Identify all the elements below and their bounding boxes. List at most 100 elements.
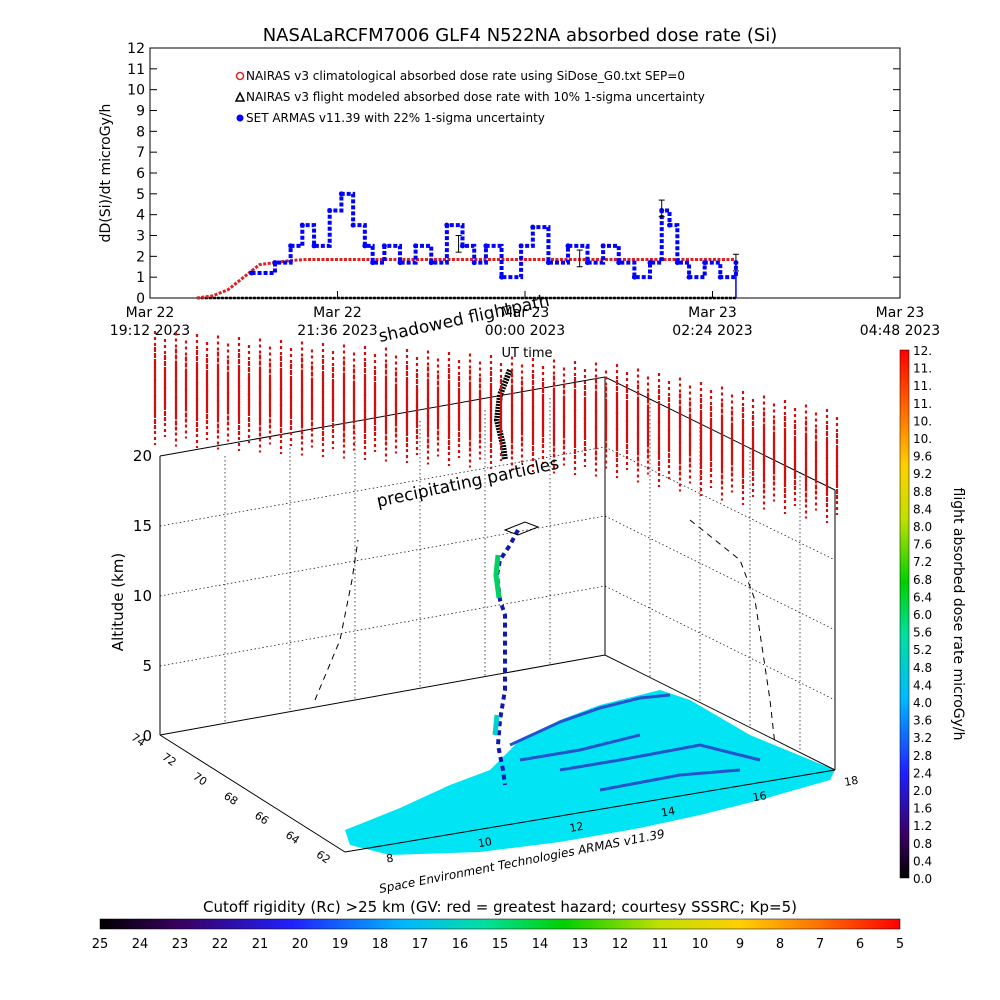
- armas-point: [717, 274, 723, 280]
- right-colorbar-tick-label: 2.0: [913, 784, 932, 798]
- shadowed-flightpath: [493, 368, 513, 461]
- flight-track-low: [492, 714, 500, 736]
- right-colorbar-label: flight absorbed dose rate microGy/h: [950, 488, 966, 741]
- armas-point: [299, 222, 305, 228]
- armas-point: [483, 243, 489, 249]
- longitude-tick-label: 18: [843, 774, 859, 789]
- map-coastline: [509, 693, 761, 792]
- altitude-tick-label: 20: [133, 447, 152, 465]
- right-colorbar-tick-label: 8.8: [913, 485, 932, 499]
- right-colorbar: 0.0 0.4 0.8 1.2 1.6 2.0 2.4 2.8 3.2 3.6 4.0 4.4 4.8 5…: [899, 344, 966, 886]
- armas-point: [631, 274, 637, 280]
- bottom-colorbar-tick-label: 17: [412, 937, 429, 952]
- armas-point: [397, 260, 403, 266]
- top-y-tick-label: 5: [136, 187, 145, 203]
- bottom-colorbar-ticks: 25 24 23 22 21 20 19 18 17 16 15 14 13 12 11 10 9 8 7 6 5: [92, 937, 904, 952]
- right-colorbar-ticks: 0.0 0.4 0.8 1.2 1.6 2.0 2.4 2.8 3.2 3.6 4.0 4.4 4.8 5…: [913, 344, 932, 886]
- bottom-colorbar-tick-label: 25: [92, 937, 109, 952]
- right-colorbar-tick-label: 11.: [913, 379, 932, 393]
- flight-track: [494, 529, 520, 786]
- bottom-colorbar-tick-label: 11: [652, 937, 669, 952]
- altitude-tick-label: 5: [142, 657, 152, 675]
- top-x-axis-label: UT time: [502, 346, 553, 361]
- bottom-colorbar-tick-label: 6: [856, 937, 864, 952]
- armas-point: [362, 243, 368, 249]
- right-colorbar-tick-label: 10.: [913, 432, 932, 446]
- right-colorbar-tick-label: 4.8: [913, 661, 932, 675]
- latitude-tick-label: 72: [160, 750, 179, 769]
- armas-point: [565, 243, 571, 249]
- longitude-tick-label: 8: [385, 852, 394, 866]
- series-armas: [251, 191, 738, 280]
- armas-point: [272, 260, 278, 266]
- map-land: [345, 690, 835, 855]
- right-colorbar-tick-label: 2.4: [913, 766, 932, 780]
- bottom-colorbar-tick-label: 23: [172, 937, 189, 952]
- bottom-colorbar-tick-label: 7: [816, 937, 824, 952]
- series-climatological: [196, 257, 736, 300]
- top-y-tick-label: 10: [127, 83, 145, 99]
- top-y-tick-label: 11: [127, 62, 145, 78]
- top-y-tick-label: 6: [136, 166, 145, 182]
- right-colorbar-tick-label: 11.: [913, 362, 932, 376]
- right-colorbar-tick-label: 0.0: [913, 872, 932, 886]
- top-y-tick-label: 8: [136, 124, 145, 140]
- aircraft-marker: [503, 521, 540, 536]
- right-colorbar-tick-label: 4.4: [913, 678, 932, 692]
- longitude-tick-label: 12: [568, 820, 584, 835]
- bottom-colorbar-tick-label: 13: [572, 937, 589, 952]
- right-colorbar-tick-label: 3.6: [913, 714, 932, 728]
- legend-label: NAIRAS v3 climatological absorbed dose r…: [246, 69, 685, 83]
- bottom-colorbar-tick-label: 5: [896, 937, 904, 952]
- armas-point: [600, 243, 606, 249]
- bottom-colorbar-tick-label: 24: [132, 937, 149, 952]
- bottom-colorbar-label: Cutoff rigidity (Rc) >25 km (GV: red = g…: [203, 898, 797, 916]
- right-colorbar-tick-label: 10.: [913, 414, 932, 428]
- label-precipitating-particles: precipitating particles: [375, 454, 561, 512]
- bottom-colorbar-tick-label: 18: [372, 937, 389, 952]
- right-colorbar-tick-label: 6.0: [913, 608, 932, 622]
- latitude-tick-label: 66: [252, 809, 271, 828]
- armas-point: [530, 224, 536, 230]
- armas-point: [311, 243, 317, 249]
- armas-point: [702, 260, 708, 266]
- top-x-tick-date: Mar 23: [688, 305, 737, 321]
- top-x-tick-time: 02:24 2023: [672, 323, 752, 339]
- right-colorbar-tick-label: 5.2: [913, 643, 932, 657]
- top-x-tick-time: 21:36 2023: [297, 323, 377, 339]
- armas-point: [667, 222, 673, 228]
- top-x-tick-time: 00:00 2023: [485, 323, 565, 339]
- armas-point: [499, 274, 505, 280]
- right-colorbar-tick-label: 9.2: [913, 467, 932, 481]
- top-y-tick-label: 7: [136, 145, 145, 161]
- chart-title: NASALaRCFM7006 GLF4 N522NA absorbed dose…: [263, 25, 778, 46]
- top-y-axis-label: dD(Si)/dt microGy/h: [98, 104, 114, 243]
- armas-point: [428, 260, 434, 266]
- legend-marker-triangle: [234, 91, 246, 102]
- bottom-colorbar-tick-label: 12: [612, 937, 629, 952]
- armas-point: [471, 260, 477, 266]
- armas-point: [647, 260, 653, 266]
- bottom-colorbar-gradient: [99, 918, 901, 930]
- right-colorbar-tick-label: 1.6: [913, 802, 932, 816]
- top-x-tick-date: Mar 22: [126, 305, 175, 321]
- armas-point: [616, 260, 622, 266]
- altitude-tick-label: 15: [133, 517, 152, 535]
- right-colorbar-tick-label: 6.8: [913, 573, 932, 587]
- bottom-colorbar-tick-label: 20: [292, 937, 309, 952]
- armas-point: [585, 260, 590, 266]
- legend-label: NAIRAS v3 flight modeled absorbed dose r…: [246, 90, 705, 104]
- top-series-layer: [196, 191, 739, 300]
- right-colorbar-tick-label: 4.0: [913, 696, 932, 710]
- top-y-tick-label: 0: [136, 291, 145, 307]
- top-y-tick-label: 4: [136, 208, 145, 224]
- altitude-axis-label: Altitude (km): [109, 553, 127, 651]
- latitude-tick-label: 62: [314, 848, 333, 867]
- top-x-tick-time: 19:12 2023: [110, 323, 190, 339]
- top-legend: NAIRAS v3 climatological absorbed dose r…: [234, 69, 705, 125]
- latitude-tick-label: 70: [190, 770, 209, 789]
